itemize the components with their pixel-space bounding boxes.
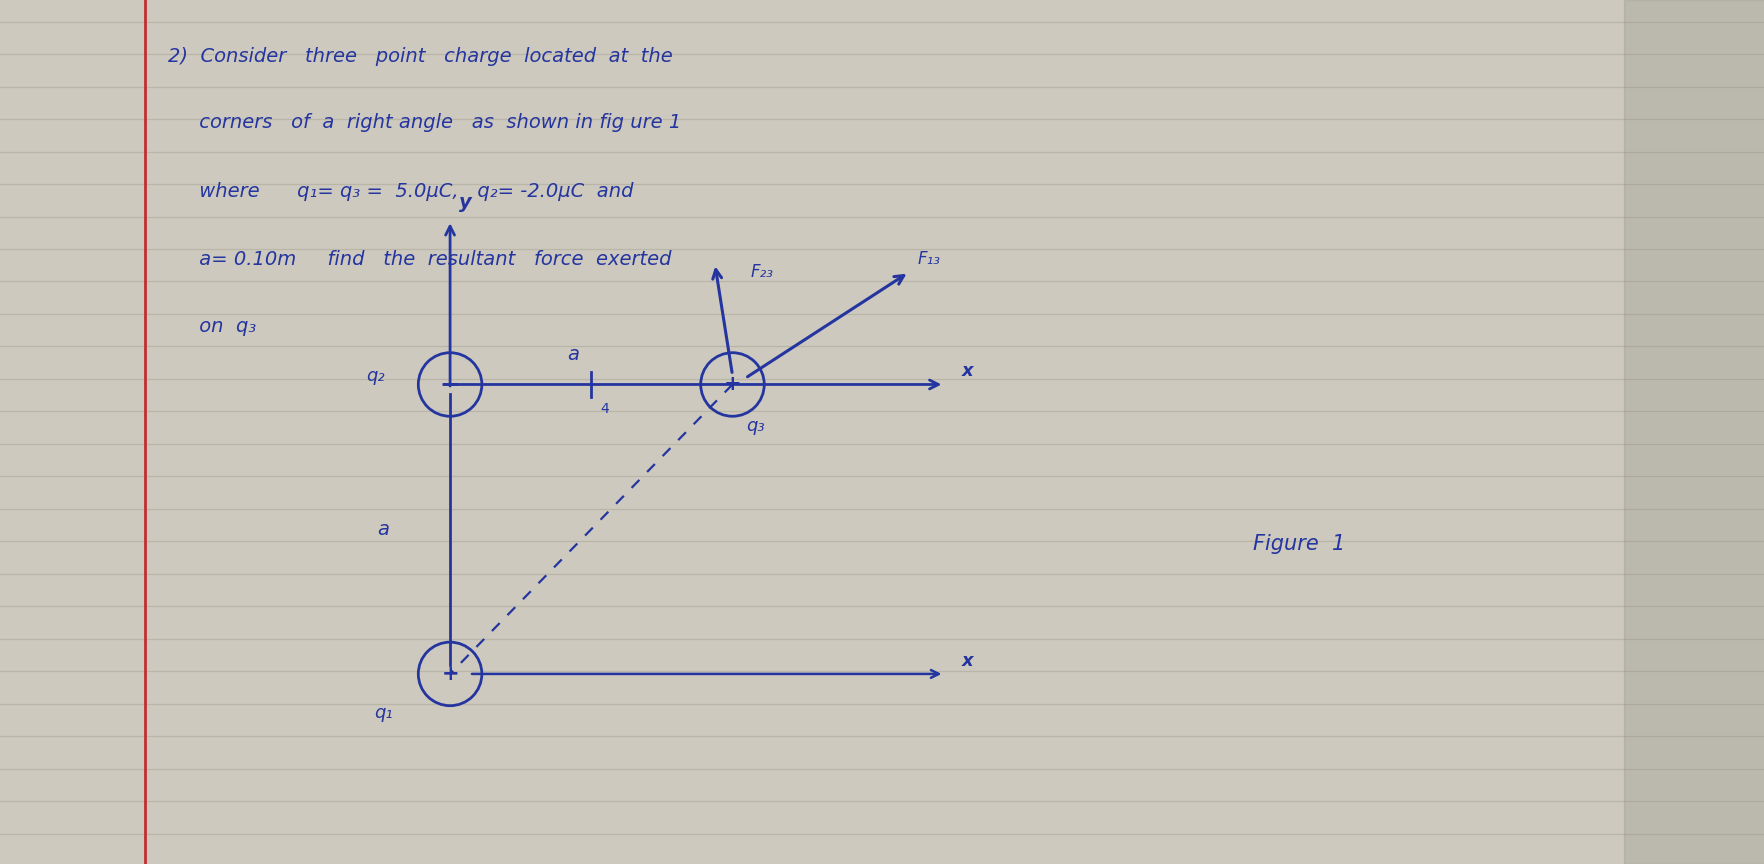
Text: where      q₁= q₃ =  5.0μC,   q₂= -2.0μC  and: where q₁= q₃ = 5.0μC, q₂= -2.0μC and bbox=[168, 182, 633, 201]
Text: 4: 4 bbox=[600, 402, 609, 416]
Text: +: + bbox=[723, 374, 741, 395]
Text: Figure  1: Figure 1 bbox=[1252, 534, 1344, 555]
Text: −: − bbox=[439, 372, 460, 397]
Text: +: + bbox=[441, 664, 459, 684]
Text: 2)  Consider   three   point   charge  located  at  the: 2) Consider three point charge located a… bbox=[168, 47, 672, 66]
Text: x: x bbox=[961, 651, 974, 670]
Text: F₂₃: F₂₃ bbox=[750, 263, 773, 281]
Text: y: y bbox=[459, 193, 471, 212]
Text: a= 0.10m     find   the  resultant   force  exerted: a= 0.10m find the resultant force exerte… bbox=[168, 250, 670, 269]
Bar bbox=[1623, 0, 1764, 864]
Text: corners   of  a  right angle   as  shown in fig ure 1: corners of a right angle as shown in fig… bbox=[168, 113, 681, 132]
Text: q₁: q₁ bbox=[374, 704, 392, 721]
Text: q₂: q₂ bbox=[367, 367, 385, 384]
Text: a: a bbox=[568, 345, 579, 364]
Text: a: a bbox=[377, 520, 388, 538]
Text: F₁₃: F₁₃ bbox=[917, 250, 940, 268]
Text: q₃: q₃ bbox=[746, 417, 766, 435]
Text: on  q₃: on q₃ bbox=[168, 317, 256, 336]
Text: x: x bbox=[961, 362, 974, 380]
